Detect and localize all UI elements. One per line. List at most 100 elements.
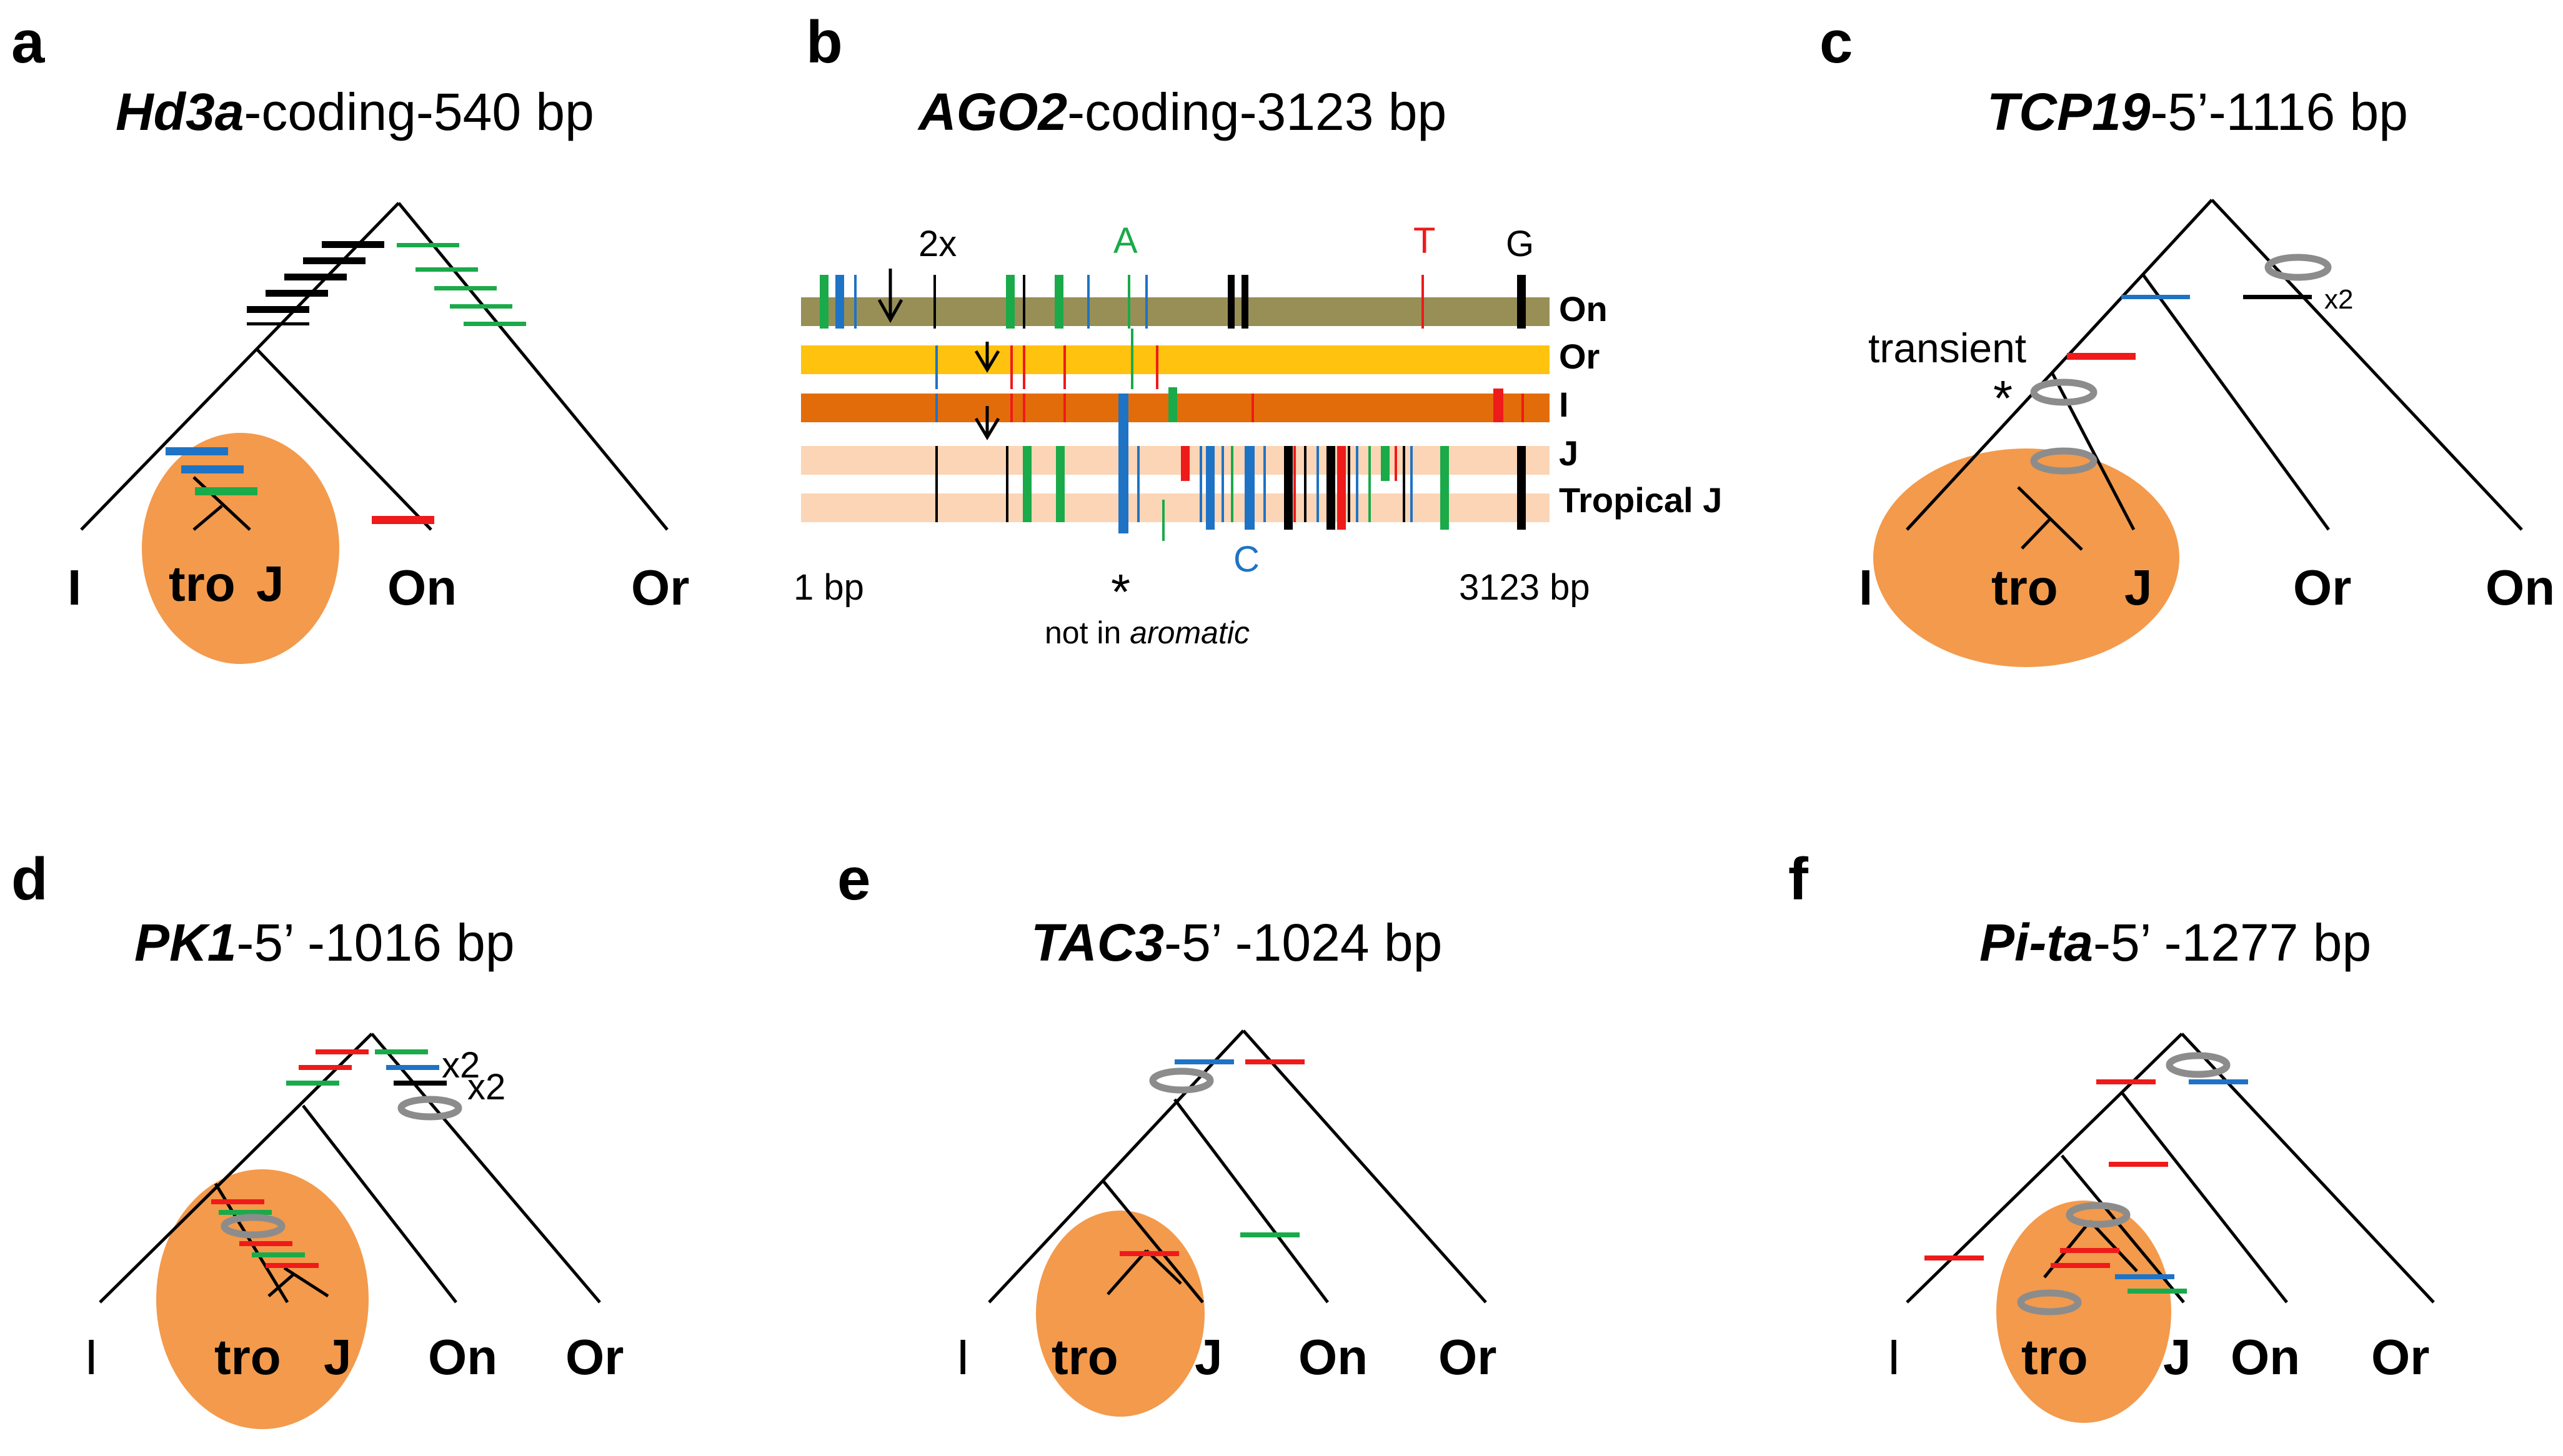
mutation-mark-red	[1010, 394, 1013, 422]
mutation-mark-blue	[1145, 275, 1148, 329]
leaf-c-j: J	[2124, 560, 2152, 615]
panel-f-suffix: -5’ -1277 bp	[2093, 913, 2371, 972]
mutation-mark-red	[1063, 394, 1066, 422]
panel-e-suffix: -5’ -1024 bp	[1164, 913, 1442, 972]
mutation-mark-black	[1326, 446, 1335, 530]
mutation-mark-blue	[1222, 446, 1224, 522]
mutation-mark-green	[1006, 275, 1015, 329]
mutation-mark-blue	[1263, 446, 1266, 522]
leaf-a-tro: tro	[169, 556, 236, 612]
leaf-a-on: On	[387, 560, 457, 615]
panel-f: f Pi-ta-5’ -1277 bp I tro J On Or	[1788, 846, 2435, 1423]
mutation-mark-red	[1337, 446, 1346, 530]
tropical-ellipse	[1036, 1211, 1205, 1417]
mutation-mark-red	[239, 1241, 292, 1246]
allele-t: T	[1413, 220, 1435, 261]
ring-f3	[2017, 1289, 2082, 1315]
allele-a: A	[1113, 220, 1138, 261]
panel-f-gene: Pi-ta	[1979, 913, 2093, 972]
mutation-mark-red	[1245, 1059, 1305, 1064]
panel-a-suffix: -coding-540 bp	[244, 82, 594, 141]
row-or-marks	[935, 329, 1158, 389]
leaf-e-or: Or	[1438, 1329, 1496, 1385]
panel-letter-b: b	[806, 9, 843, 76]
mutation-mark-black	[284, 274, 347, 280]
row-label-tropical-j: Tropical J	[1559, 480, 1722, 520]
mutation-mark-blue	[1200, 446, 1202, 522]
asterisk-c: *	[1993, 370, 2013, 426]
mutation-mark-black	[322, 241, 384, 248]
ring-e1	[1149, 1067, 1214, 1094]
mutation-mark-red	[1181, 446, 1190, 481]
mutation-mark-blue	[2189, 1079, 2248, 1084]
mutation-mark-red	[1063, 345, 1066, 389]
tree-branch	[302, 1104, 457, 1304]
mutation-mark-blue	[1175, 1059, 1234, 1064]
row-or	[801, 345, 1550, 374]
mutation-mark-green	[1131, 329, 1133, 389]
tree-branch	[1107, 1249, 1148, 1295]
arrows-b	[877, 269, 1000, 440]
leaf-c-tro: tro	[1991, 560, 2058, 615]
mutation-mark-red	[316, 1049, 369, 1054]
mutation-mark-blue	[166, 447, 228, 455]
mutation-mark-black	[266, 290, 328, 297]
panel-c-suffix: -5’-1116 bp	[2150, 82, 2408, 141]
mutation-mark-black	[2243, 295, 2312, 299]
mutations-c	[2067, 295, 2312, 360]
leaf-d-or: Or	[565, 1329, 624, 1385]
label-2x: 2x	[918, 224, 957, 264]
panel-e-gene: TAC3	[1031, 913, 1164, 972]
tree-f	[1906, 1033, 2435, 1304]
mutation-mark-green	[1056, 446, 1065, 522]
row-j	[801, 446, 1550, 475]
mutation-mark-red	[1521, 394, 1524, 422]
mutation-mark-green	[1023, 446, 1032, 522]
mutation-mark-green	[1381, 446, 1390, 481]
ring-c2	[2030, 379, 2098, 406]
ring-d1	[397, 1096, 462, 1121]
mutation-mark-blue	[1316, 446, 1319, 522]
mutation-mark-black	[1228, 275, 1235, 329]
mutation-mark-red	[2109, 1162, 2168, 1167]
mutation-mark-green	[1055, 275, 1063, 329]
panel-c-title: TCP19-5’-1116 bp	[1987, 82, 2408, 141]
panel-c: c TCP19-5’-1116 bp transient * x2 I tro …	[1819, 9, 2555, 667]
mutation-mark-black	[1242, 275, 1248, 329]
mutation-mark-green	[375, 1049, 428, 1054]
panel-b: b AGO2-coding-3123 bp On Or I J Tropical…	[794, 9, 1722, 650]
mutation-mark-black	[1517, 446, 1526, 530]
allele-c: C	[1233, 539, 1260, 580]
tree-branch	[99, 1033, 373, 1304]
mutation-mark-black	[1006, 446, 1008, 522]
tree-branch	[2211, 199, 2523, 531]
mutation-mark-blue	[1137, 446, 1140, 522]
ring-c3	[2030, 447, 2098, 475]
panel-b-title: AGO2-coding-3123 bp	[917, 82, 1446, 141]
panel-a-gene: Hd3a	[116, 82, 244, 141]
mutation-mark-green	[1368, 446, 1371, 522]
mutation-mark-red	[1010, 345, 1013, 389]
leaf-c-or: Or	[2293, 560, 2351, 615]
leaf-f-j: J	[2163, 1329, 2191, 1385]
panel-a: a Hd3a-coding-540 bp I	[11, 9, 689, 664]
note-aromatic: not in aromatic	[1045, 615, 1250, 650]
tree-branch	[2181, 1033, 2435, 1304]
leaf-c-on: On	[2486, 560, 2555, 615]
panel-e: e TAC3-5’ -1024 bp I tro J On Or	[837, 846, 1496, 1417]
row-tropical-j	[801, 493, 1550, 522]
panel-a-title: Hd3a-coding-540 bp	[116, 82, 594, 141]
leaf-d-tro: tro	[214, 1329, 281, 1385]
ring-f2	[2066, 1202, 2131, 1228]
row-i-marks	[935, 387, 1524, 422]
row-label-on: On	[1559, 289, 1608, 329]
mutation-mark-blue	[935, 394, 938, 422]
allele-g: G	[1506, 224, 1534, 264]
mutation-mark-blue	[386, 1065, 439, 1070]
tree-branch	[1906, 199, 2213, 531]
mutation-mark-blue	[835, 275, 844, 329]
mutation-mark-blue	[1087, 275, 1090, 329]
mutation-mark-blue	[1118, 422, 1128, 533]
mutation-mark-black	[247, 306, 309, 313]
tree-branch	[192, 505, 223, 531]
